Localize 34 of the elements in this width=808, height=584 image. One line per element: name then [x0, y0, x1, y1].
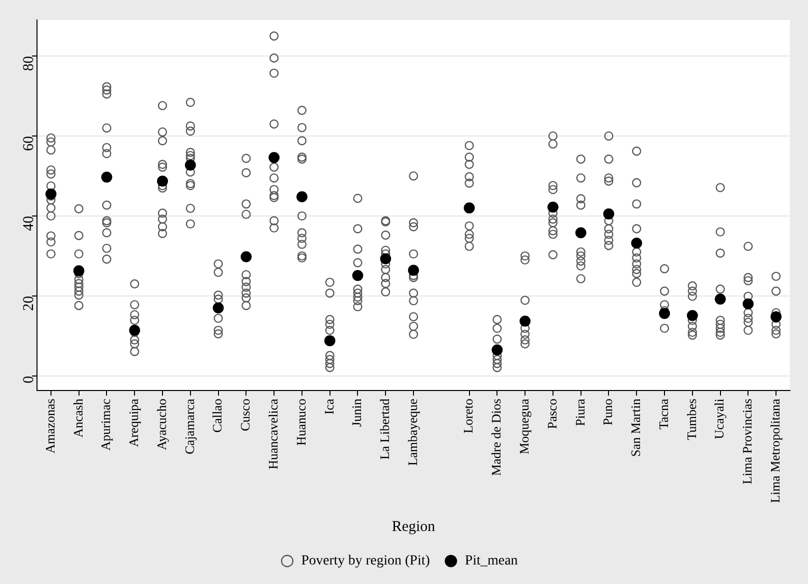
x-tick-label: Piura	[572, 398, 588, 426]
x-tick-label: Puno	[600, 398, 616, 426]
x-tick-label: Huancavelica	[265, 398, 280, 470]
x-tick-label: Ica	[321, 398, 336, 415]
x-tick-label: La Libertad	[377, 398, 392, 460]
x-tick-label: Huanuco	[293, 398, 308, 446]
legend-label: Poverty by region (Pit)	[301, 554, 430, 569]
y-tick-label: 20	[20, 296, 37, 311]
x-tick-label: Madre de Dios	[488, 398, 504, 476]
y-tick-label: 0	[20, 376, 37, 384]
x-tick-label: San Martin	[628, 398, 644, 457]
y-tick-label: 40	[20, 216, 37, 231]
x-tick-label: Ucayali	[712, 398, 727, 440]
x-tick-label: Cajamarca	[182, 398, 197, 454]
x-axis-title: Region	[392, 518, 436, 535]
y-tick-label: 80	[20, 56, 37, 71]
x-tick-label: Tumbes	[684, 398, 699, 440]
x-tick-label: Pasco	[544, 398, 560, 430]
x-tick-label: Ayacucho	[154, 398, 169, 450]
x-tick-label: Junin	[349, 398, 364, 427]
y-tick-label: 60	[20, 136, 37, 151]
x-tick-label: Apurimac	[98, 398, 114, 451]
x-tick-label: Lima Provincias	[740, 398, 755, 484]
x-tick-label: Lima Metropolitana	[767, 398, 782, 504]
x-tick-label: Ancash	[70, 398, 86, 438]
legend-label: Pit_mean	[464, 554, 518, 569]
x-tick-label: Callao	[210, 398, 225, 433]
x-tick-label: Lambayeque	[404, 398, 420, 466]
x-tick-label: Loreto	[460, 398, 476, 434]
x-tick-label: Tacna	[656, 398, 671, 430]
x-tick-label: Cusco	[238, 398, 253, 432]
x-tick-label: Moquegua	[516, 398, 532, 454]
x-tick-label: Arequipa	[126, 398, 142, 448]
x-tick-label: Amazonas	[42, 398, 58, 454]
